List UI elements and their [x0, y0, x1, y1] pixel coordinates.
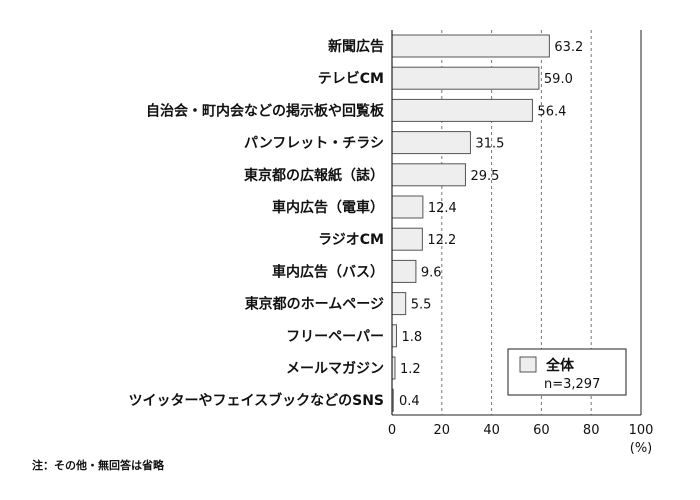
x-tick-label-80: 80	[583, 423, 600, 438]
value-label-0: 63.2	[554, 40, 583, 55]
value-label-4: 29.5	[470, 169, 499, 184]
x-tick-label-0: 0	[388, 423, 396, 438]
value-label-10: 1.2	[400, 362, 421, 377]
bars	[391, 34, 550, 412]
x-tick-label-20: 20	[434, 423, 451, 438]
bar-8	[391, 292, 407, 316]
bar-9	[391, 324, 397, 348]
category-label-7: 車内広告（バス）	[272, 263, 384, 280]
category-label-11: ツイッターやフェイスブックなどのSNS	[129, 392, 384, 409]
category-label-0: 新聞広告	[328, 38, 384, 55]
labels: 新聞広告 63.2 テレビCM 59.0 自治会・町内会などの掲示板や回覧板 56.4 パン…	[129, 38, 654, 456]
value-label-8: 5.5	[411, 298, 432, 313]
bar-1	[391, 66, 540, 90]
category-label-8: 東京都のホームページ	[245, 296, 384, 313]
x-tick-label-40: 40	[483, 423, 500, 438]
bar-4	[391, 163, 466, 187]
category-label-5: 車内広告（電車）	[272, 199, 384, 216]
value-label-2: 56.4	[537, 104, 566, 119]
legend-series-name: 全体	[545, 357, 575, 374]
footnote: 注：その他・無回答は省略	[32, 459, 164, 472]
x-tick-label-100: 100	[629, 423, 654, 438]
value-label-1: 59.0	[544, 72, 573, 87]
bar-2	[391, 98, 533, 122]
x-tick-label-60: 60	[533, 423, 550, 438]
value-label-7: 9.6	[421, 265, 442, 280]
bar-7	[391, 259, 417, 283]
category-label-6: ラジオCM	[318, 232, 384, 248]
legend-swatch	[519, 356, 537, 373]
value-label-3: 31.5	[475, 137, 504, 152]
value-label-9: 1.8	[401, 330, 422, 345]
bar-5	[391, 195, 424, 219]
value-label-11: 0.4	[399, 394, 420, 409]
axes	[391, 30, 642, 416]
category-label-9: フリーペーパー	[286, 329, 384, 345]
category-label-4: 東京都の広報紙（誌）	[244, 167, 384, 184]
x-unit-label: (%)	[630, 441, 653, 456]
bar-3	[391, 131, 471, 155]
bar-0	[391, 34, 550, 58]
category-label-10: メールマガジン	[286, 361, 384, 377]
value-label-6: 12.2	[427, 233, 456, 248]
bar-6	[391, 227, 423, 251]
legend-sample-size: n=3,297	[544, 377, 600, 392]
legend: 全体 n=3,297	[507, 348, 627, 396]
category-label-1: テレビCM	[318, 71, 384, 87]
value-label-5: 12.4	[428, 201, 457, 216]
category-label-2: 自治会・町内会などの掲示板や回覧板	[146, 102, 385, 119]
category-label-3: パンフレット・チラシ	[244, 136, 384, 152]
